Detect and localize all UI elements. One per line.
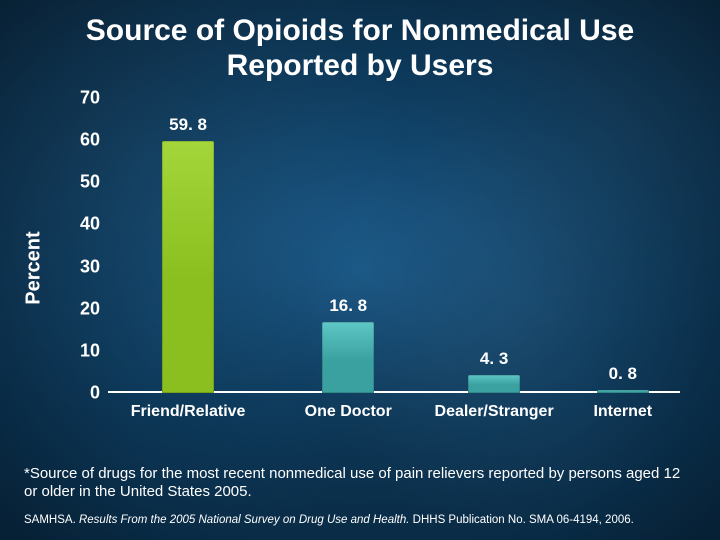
bar-slot: 16. 8One Doctor [322,98,374,393]
footnote: *Source of drugs for the most recent non… [24,465,696,503]
bar-value-label: 0. 8 [609,364,637,384]
citation: SAMHSA. Results From the 2005 National S… [24,514,696,528]
bar-value-label: 59. 8 [169,115,207,135]
y-tick-label: 10 [80,340,100,361]
bar [468,375,520,393]
bar-value-label: 16. 8 [329,296,367,316]
bar [597,390,649,393]
y-tick-label: 60 [80,130,100,151]
bar-slot: 59. 8Friend/Relative [162,98,214,393]
x-tick-label: Friend/Relative [131,403,246,421]
citation-italic: Results From the 2005 National Survey on… [79,514,409,526]
citation-suffix: DHHS Publication No. SMA 06-4194, 2006. [409,514,633,526]
y-tick-label: 20 [80,298,100,319]
y-tick-label: 50 [80,172,100,193]
bar-slot: 0. 8Internet [597,98,649,393]
bar [162,141,214,393]
y-tick-label: 70 [80,88,100,109]
x-tick-label: Dealer/Stranger [435,403,554,421]
bar-slot: 4. 3Dealer/Stranger [468,98,520,393]
citation-prefix: SAMHSA. [24,514,79,526]
bar-chart: Percent 01020304050607059. 8Friend/Relat… [40,98,680,438]
bar [322,322,374,393]
y-tick-label: 40 [80,214,100,235]
y-tick-label: 0 [90,383,100,404]
bar-value-label: 4. 3 [480,349,508,369]
page-title: Source of Opioids for Nonmedical Use Rep… [0,0,720,91]
y-tick-label: 30 [80,256,100,277]
x-tick-label: Internet [593,403,652,421]
y-axis-label: Percent [23,231,46,304]
x-tick-label: One Doctor [305,403,392,421]
plot-area: 01020304050607059. 8Friend/Relative16. 8… [108,98,680,393]
